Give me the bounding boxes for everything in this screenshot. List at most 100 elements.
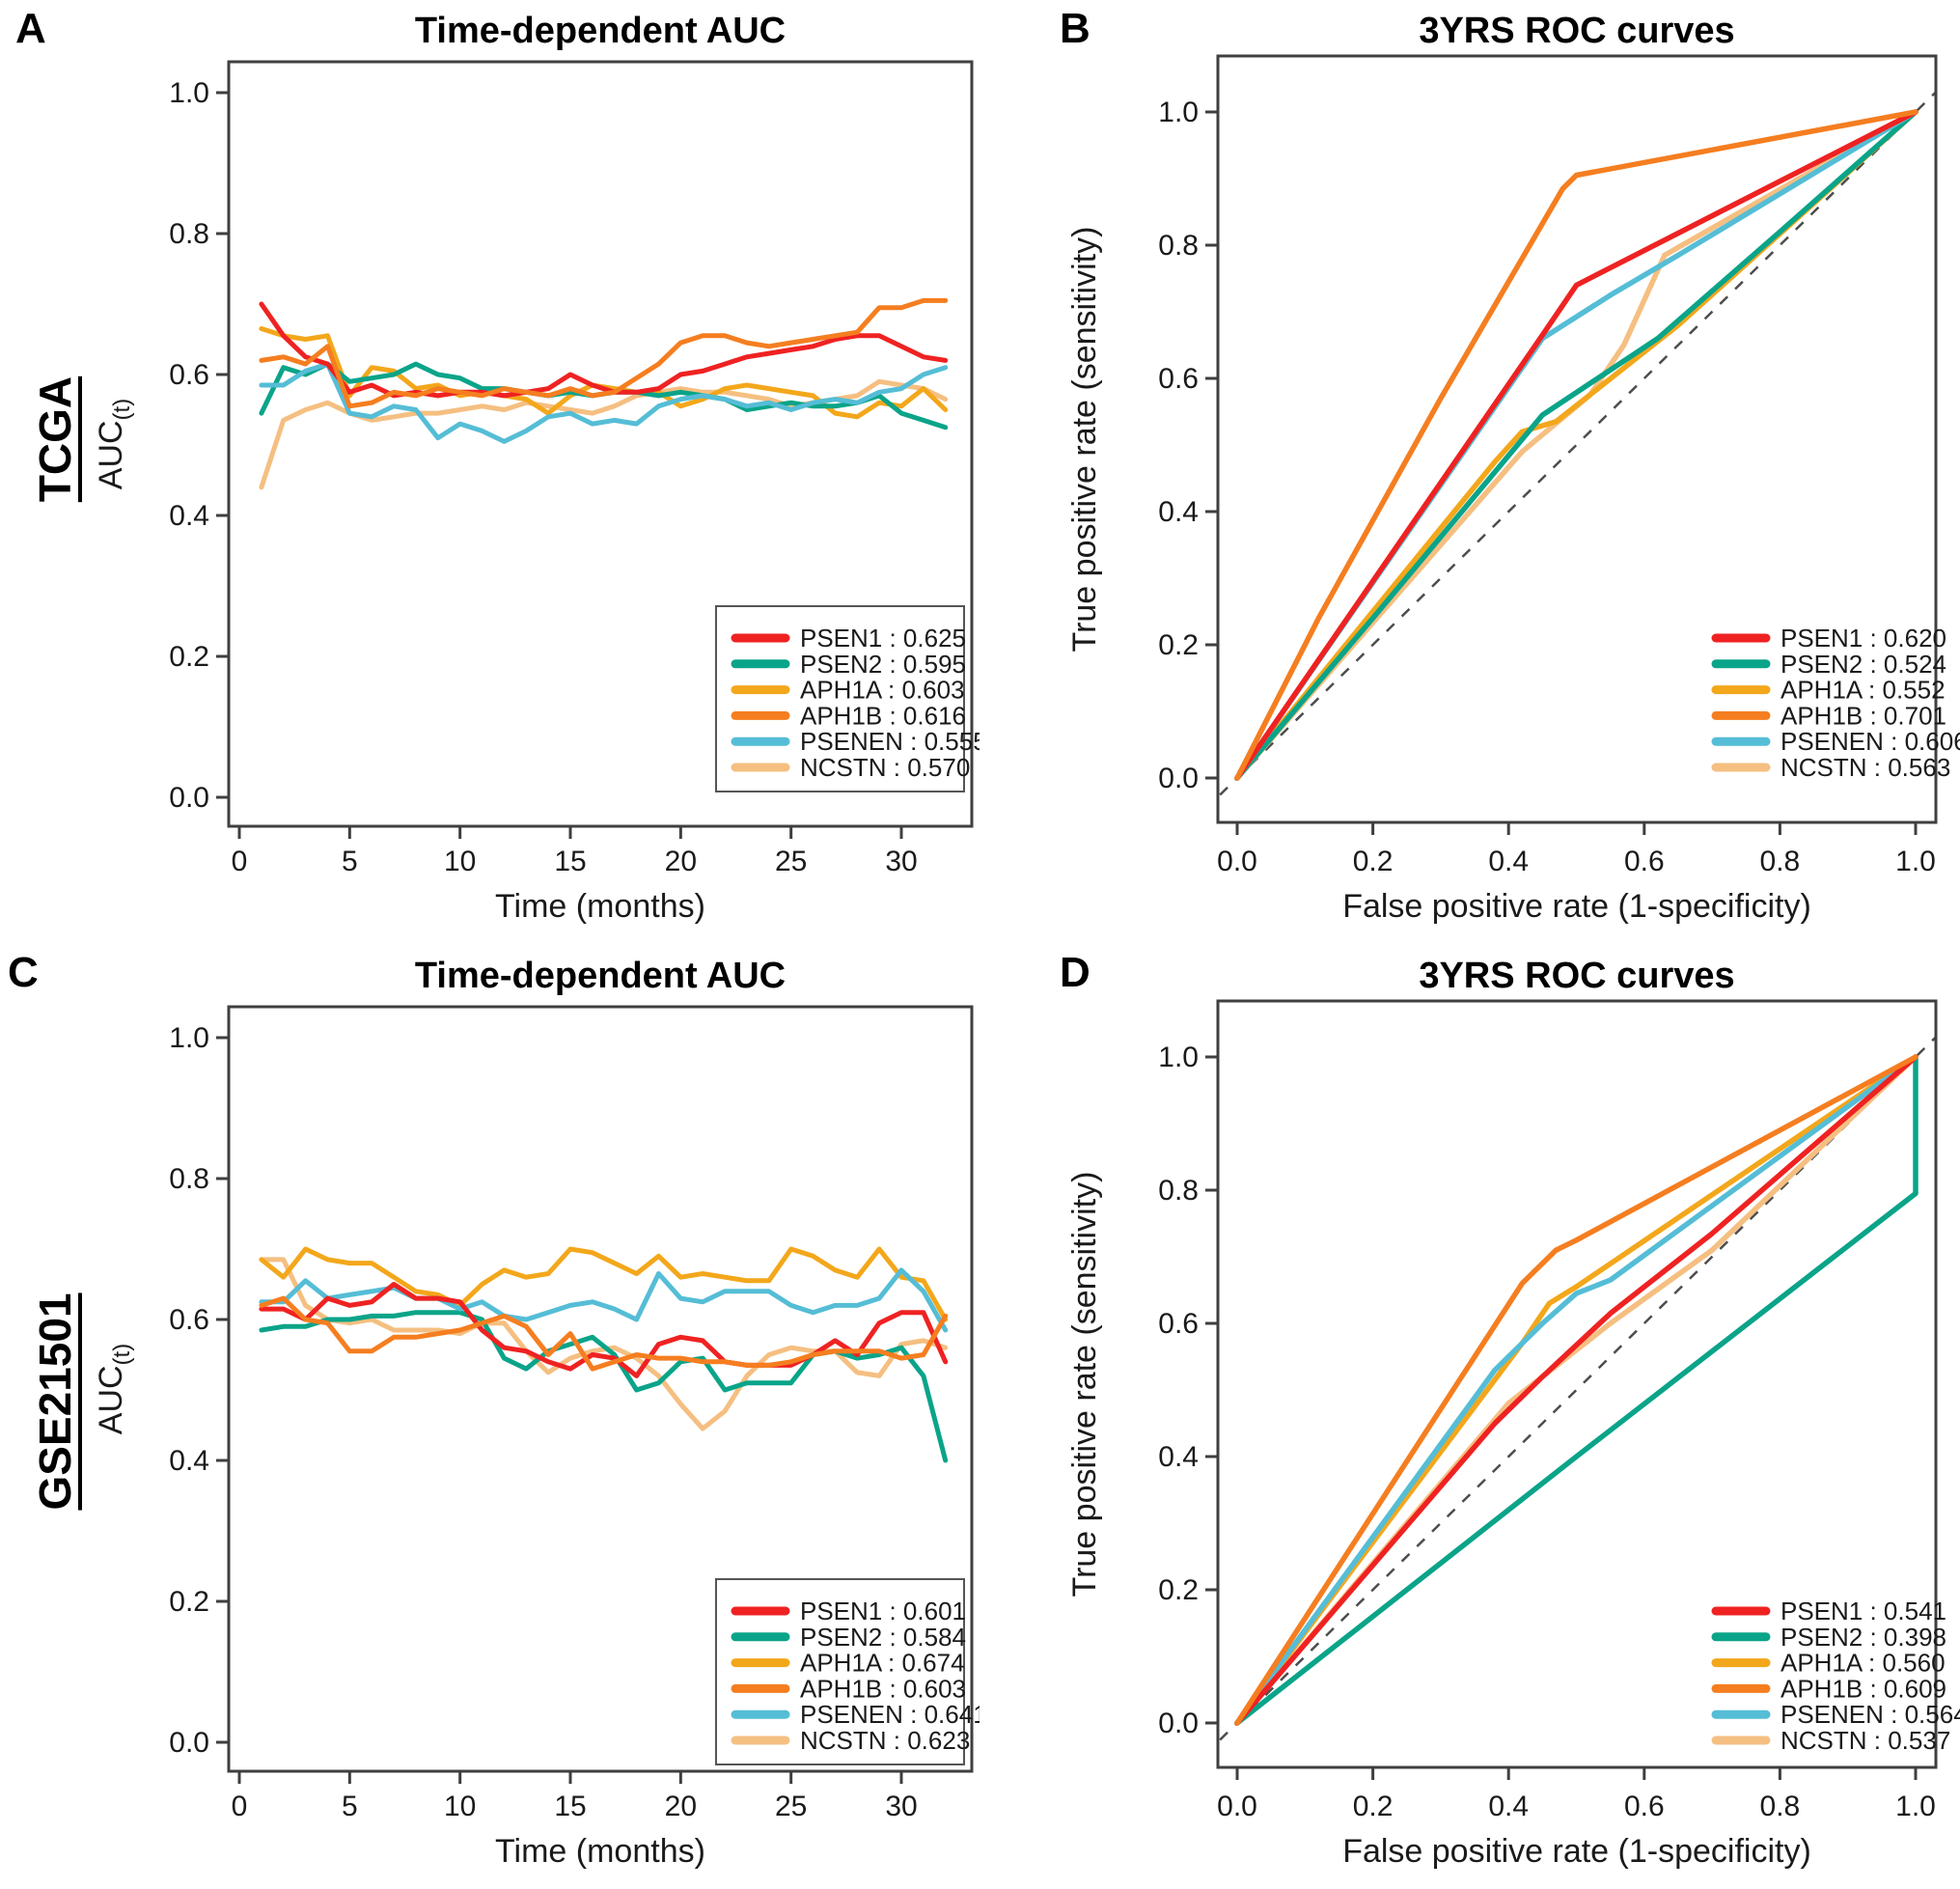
panel-letter-c: C bbox=[8, 949, 39, 996]
legend-label-APH1B: APH1B : 0.616 bbox=[800, 701, 966, 730]
panel-title: Time-dependent AUC bbox=[415, 956, 786, 996]
x-tick-label: 20 bbox=[665, 846, 697, 877]
y-axis: 0.0 0.2 0.4 0.6 0.8 1.0 bbox=[169, 1022, 229, 1759]
x-axis-label: False positive rate (1-specificity) bbox=[1342, 888, 1811, 925]
plot-box bbox=[227, 1005, 974, 1773]
x-tick-label: 0.4 bbox=[1488, 846, 1529, 877]
series-PSEN1 bbox=[259, 301, 949, 399]
x-axis: 0.0 0.2 0.4 0.6 0.8 1.0 bbox=[1217, 1767, 1936, 1822]
x-tick-label: 10 bbox=[444, 846, 476, 877]
legend-label-PSENEN: PSENEN : 0.564 bbox=[1781, 1700, 1960, 1729]
legend-label-APH1A: APH1A : 0.674 bbox=[800, 1649, 965, 1678]
x-axis-label: Time (months) bbox=[495, 888, 705, 925]
series-PSEN1 bbox=[1234, 109, 1919, 781]
y-tick-label: 0.6 bbox=[169, 1304, 209, 1336]
x-axis: 0.0 0.2 0.4 0.6 0.8 1.0 bbox=[1217, 822, 1936, 877]
y-tick-label: 0.2 bbox=[1158, 629, 1199, 661]
x-tick-label: 30 bbox=[885, 846, 917, 877]
legend-label-PSENEN: PSENEN : 0.606 bbox=[1781, 727, 1960, 756]
legend-label-NCSTN: NCSTN : 0.563 bbox=[1781, 753, 1950, 782]
x-tick-label: 30 bbox=[885, 1791, 917, 1822]
plot-box bbox=[1216, 999, 1938, 1769]
y-tick-label: 0.6 bbox=[169, 359, 209, 391]
plot-box bbox=[1216, 54, 1938, 824]
legend-label-APH1A: APH1A : 0.603 bbox=[800, 676, 965, 705]
y-axis: 0.0 0.2 0.4 0.6 0.8 1.0 bbox=[1158, 1042, 1218, 1739]
y-tick-label: 0.2 bbox=[169, 1586, 209, 1618]
x-tick-label: 0.4 bbox=[1488, 1791, 1529, 1822]
legend-label-NCSTN: NCSTN : 0.623 bbox=[800, 1726, 970, 1755]
y-tick-label: 1.0 bbox=[169, 77, 209, 109]
panel-title: 3YRS ROC curves bbox=[1419, 956, 1734, 996]
y-tick-label: 0.8 bbox=[169, 1163, 209, 1195]
x-tick-label: 0.8 bbox=[1760, 1791, 1801, 1822]
y-tick-label: 1.0 bbox=[169, 1022, 209, 1054]
x-tick-label: 0.2 bbox=[1353, 1791, 1394, 1822]
legend-label-NCSTN: NCSTN : 0.537 bbox=[1781, 1726, 1950, 1755]
legend-label-PSEN2: PSEN2 : 0.584 bbox=[800, 1623, 966, 1652]
series-APH1A bbox=[1234, 1054, 1919, 1726]
legend-label-APH1B: APH1B : 0.609 bbox=[1781, 1674, 1946, 1703]
x-tick-label: 1.0 bbox=[1895, 1791, 1936, 1822]
series-NCSTN bbox=[259, 378, 949, 490]
series-PSEN2 bbox=[259, 1310, 949, 1463]
y-axis-label: True positive rate (sensitivity) bbox=[1066, 1172, 1103, 1597]
y-tick-label: 0.8 bbox=[169, 218, 209, 250]
panel-letter-a: A bbox=[15, 5, 46, 52]
legend-label-PSENEN: PSENEN : 0.641 bbox=[800, 1700, 980, 1729]
y-tick-label: 0.8 bbox=[1158, 1175, 1199, 1207]
legend-label-PSEN1: PSEN1 : 0.620 bbox=[1781, 624, 1946, 653]
y-tick-label: 0.0 bbox=[1158, 763, 1199, 794]
legend-label-PSEN2: PSEN2 : 0.398 bbox=[1781, 1623, 1946, 1652]
legend-label-PSEN1: PSEN1 : 0.601 bbox=[800, 1597, 966, 1625]
x-tick-label: 25 bbox=[775, 1791, 807, 1822]
x-tick-label: 15 bbox=[554, 1791, 586, 1822]
x-tick-label: 15 bbox=[554, 846, 586, 877]
y-tick-label: 1.0 bbox=[1158, 97, 1199, 128]
series-group bbox=[1234, 109, 1919, 781]
legend-label-PSEN2: PSEN2 : 0.524 bbox=[1781, 650, 1946, 679]
legend-label-PSEN1: PSEN1 : 0.625 bbox=[800, 624, 966, 653]
series-PSENEN bbox=[259, 361, 949, 444]
series-PSEN1 bbox=[259, 1282, 949, 1378]
x-tick-label: 20 bbox=[665, 1791, 697, 1822]
y-tick-label: 0.0 bbox=[169, 1727, 209, 1759]
legend-label-NCSTN: NCSTN : 0.570 bbox=[800, 753, 970, 782]
y-tick-label: 1.0 bbox=[1158, 1042, 1199, 1073]
legend-label-PSEN2: PSEN2 : 0.595 bbox=[800, 650, 966, 679]
series-PSENEN bbox=[259, 1267, 949, 1333]
series-group bbox=[259, 1246, 949, 1463]
x-tick-label: 0 bbox=[232, 846, 248, 877]
panel-letter-d: D bbox=[1060, 949, 1090, 996]
x-tick-label: 0.8 bbox=[1760, 846, 1801, 877]
y-tick-label: 0.6 bbox=[1158, 1308, 1199, 1340]
x-tick-label: 0.6 bbox=[1624, 846, 1665, 877]
series-PSENEN bbox=[1234, 1054, 1919, 1726]
y-tick-label: 0.6 bbox=[1158, 363, 1199, 395]
x-axis: 0 5 10 15 20 25 30 bbox=[232, 826, 918, 877]
legend-label-APH1A: APH1A : 0.560 bbox=[1781, 1649, 1946, 1678]
series-PSEN1 bbox=[1234, 1054, 1919, 1726]
legend-label-APH1B: APH1B : 0.701 bbox=[1781, 701, 1946, 730]
panel-letter-b: B bbox=[1060, 5, 1090, 52]
y-tick-label: 0.4 bbox=[1158, 1441, 1199, 1473]
y-tick-label: 0.2 bbox=[169, 641, 209, 673]
y-axis-label: AUC(t) bbox=[93, 399, 135, 489]
legend-label-APH1A: APH1A : 0.552 bbox=[1781, 676, 1946, 705]
series-PSEN2 bbox=[1234, 109, 1919, 781]
x-tick-label: 0.6 bbox=[1624, 1791, 1665, 1822]
panel-title: Time-dependent AUC bbox=[415, 11, 786, 51]
series-group bbox=[1234, 1054, 1919, 1726]
y-tick-label: 0.4 bbox=[169, 500, 209, 532]
x-tick-label: 0 bbox=[232, 1791, 248, 1822]
x-tick-label: 0.2 bbox=[1353, 846, 1394, 877]
series-PSEN2 bbox=[1234, 1054, 1919, 1726]
y-tick-label: 0.0 bbox=[1158, 1708, 1199, 1739]
